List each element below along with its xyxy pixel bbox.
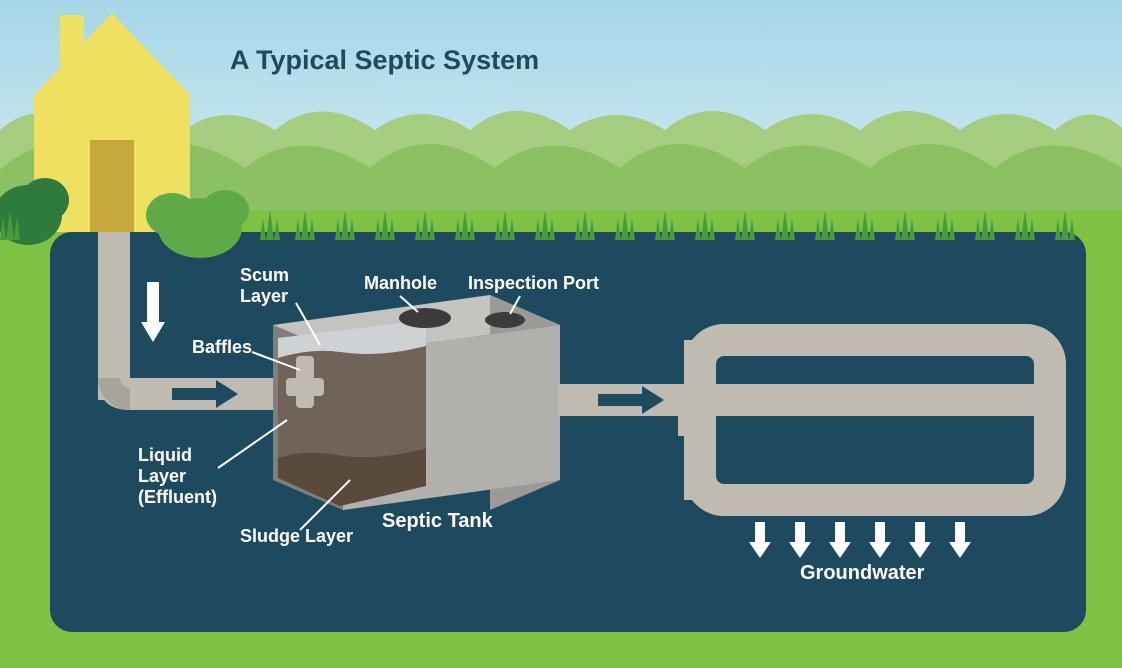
label-inspection-port: Inspection Port [468,273,599,294]
label-groundwater: Groundwater [800,562,924,585]
label-manhole: Manhole [364,273,437,294]
diagram-title: A Typical Septic System [230,45,539,76]
inspection-port-ellipse [485,312,525,328]
label-septic-tank: Septic Tank [382,510,493,533]
label-baffles: Baffles [192,337,252,358]
grass-strip [0,200,1122,240]
label-scum-layer: Scum Layer [240,265,289,307]
manhole-ellipse [399,308,451,328]
diagram-canvas: A Typical Septic System Scum Layer Manho… [0,0,1122,668]
label-sludge-layer: Sludge Layer [240,526,353,547]
label-absorption-field-1: Absorption Field [790,358,949,381]
septic-tank [273,295,560,510]
label-absorption-field-2: Absorption Field [790,438,949,461]
label-liquid-layer: Liquid Layer (Effluent) [138,445,217,508]
diagram-svg [0,0,1122,668]
